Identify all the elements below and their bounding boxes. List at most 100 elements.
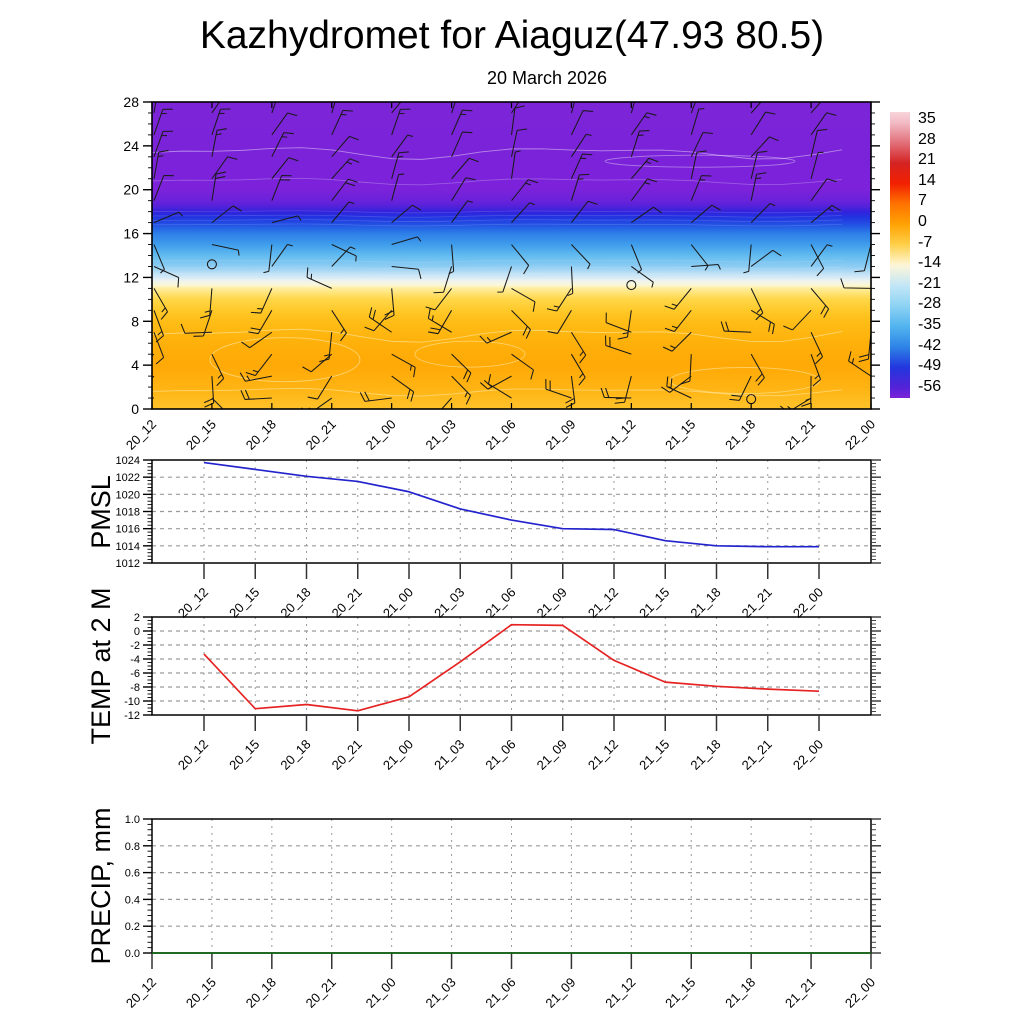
precip-time-label: 21_18 xyxy=(722,975,758,1011)
precip-ytick-label: 0.2 xyxy=(125,921,140,933)
precip-ytick-label: 0.0 xyxy=(125,948,140,960)
cross-section-time-label: 21_12 xyxy=(602,417,638,453)
pmsl-time-label: 20_21 xyxy=(329,585,365,621)
cross-section-field xyxy=(152,102,871,409)
temperature-colorbar xyxy=(890,112,910,398)
svg-text:0: 0 xyxy=(131,401,139,417)
temp2m-ytick-label: -4 xyxy=(130,654,140,666)
cross-section-time-label: 21_00 xyxy=(363,417,399,453)
temp2m-ytick-label: 0 xyxy=(134,626,140,638)
cross-section-panel: 0 4 8 12 16 20 24 28 20_12 20_15 20_18 20_21 21_00 21… xyxy=(123,94,880,453)
precip-axis-label: PRECIP, mm xyxy=(86,807,116,965)
colorbar-tick-label: 14 xyxy=(918,171,936,189)
temp2m-time-label: 21_00 xyxy=(380,737,416,773)
precip-time-label: 21_12 xyxy=(602,975,638,1011)
svg-text:16: 16 xyxy=(123,226,139,242)
page-subtitle: 20 March 2026 xyxy=(486,68,608,88)
wind-barbs xyxy=(152,102,871,409)
precip-time-label: 20_18 xyxy=(243,975,279,1011)
cross-section-time-label: 21_18 xyxy=(722,417,758,453)
colorbar-tick-label: -56 xyxy=(918,377,942,395)
precip-chart: 0.0 0.2 0.4 0.6 0.8 1.0 20_12 20_15 20_18 20_21 21… xyxy=(123,814,881,1011)
temp2m-time-label: 20_12 xyxy=(175,737,211,773)
pmsl-time-label: 21_06 xyxy=(482,585,518,621)
pmsl-time-label: 20_18 xyxy=(277,585,313,621)
pmsl-time-label: 21_15 xyxy=(636,585,672,621)
temp2m-line xyxy=(203,623,820,712)
temp2m-time-label: 22_00 xyxy=(790,737,826,773)
temp2m-time-label: 21_03 xyxy=(431,737,467,773)
calm-wind-marker xyxy=(206,259,217,270)
pmsl-line xyxy=(203,461,819,548)
pmsl-chart: 1012 1014 1016 1018 1020 1022 1024 20_12 20_15 20… xyxy=(116,455,881,621)
cross-section-time-label: 21_09 xyxy=(542,417,578,453)
cross-section-time-label: 20_12 xyxy=(123,417,159,453)
colorbar-tick-label: 28 xyxy=(918,130,936,148)
precip-time-label: 20_12 xyxy=(123,975,159,1011)
cross-section-time-label: 21_06 xyxy=(482,417,518,453)
colorbar-tick-label: -14 xyxy=(918,254,942,272)
pmsl-time-label: 20_15 xyxy=(226,585,262,621)
calm-wind-marker xyxy=(626,280,637,291)
temp2m-time-label: 21_15 xyxy=(636,737,672,773)
temp2m-time-label: 21_06 xyxy=(482,737,518,773)
svg-text:20: 20 xyxy=(123,182,139,198)
temp2m-ytick-label: -10 xyxy=(124,696,140,708)
precip-time-label: 21_06 xyxy=(482,975,518,1011)
pmsl-time-label: 21_03 xyxy=(431,585,467,621)
colorbar-tick-label: 0 xyxy=(918,213,927,230)
colorbar-tick-label: -35 xyxy=(918,316,942,333)
pmsl-time-label: 21_00 xyxy=(380,585,416,621)
pmsl-ytick-label: 1014 xyxy=(116,541,140,553)
colorbar-tick-label: -49 xyxy=(918,357,942,375)
svg-text:24: 24 xyxy=(123,138,139,154)
temp2m-time-label: 20_18 xyxy=(277,737,313,773)
precip-time-label: 22_00 xyxy=(842,975,878,1011)
svg-text:8: 8 xyxy=(131,313,139,329)
precip-time-label: 21_03 xyxy=(423,975,459,1011)
precip-ytick-label: 0.6 xyxy=(125,868,140,880)
colorbar-tick-label: 35 xyxy=(918,110,936,127)
temp2m-time-label: 20_21 xyxy=(329,737,365,773)
pmsl-ytick-label: 1022 xyxy=(116,472,140,484)
temp2m-ytick-label: -2 xyxy=(130,640,140,652)
svg-text:12: 12 xyxy=(123,269,139,285)
colorbar-tick-label: -42 xyxy=(918,336,942,354)
temp2m-ytick-label: -6 xyxy=(130,668,140,680)
pmsl-ytick-label: 1016 xyxy=(116,524,140,536)
precip-ytick-label: 1.0 xyxy=(125,814,140,826)
pmsl-time-label: 21_18 xyxy=(687,585,723,621)
colorbar-tick-label: 21 xyxy=(918,151,936,169)
precip-time-label: 20_21 xyxy=(303,975,339,1011)
temp2m-time-label: 21_12 xyxy=(585,737,621,773)
temp2m-time-label: 21_09 xyxy=(534,737,570,773)
precip-time-label: 21_09 xyxy=(542,975,578,1011)
colorbar-tick-label: -28 xyxy=(918,295,942,313)
cross-section-time-label: 21_15 xyxy=(662,417,698,453)
svg-text:28: 28 xyxy=(123,94,139,110)
colorbar-tick-label: -7 xyxy=(918,233,933,251)
pmsl-time-label: 21_12 xyxy=(585,585,621,621)
colorbar-tick-label: 7 xyxy=(918,192,927,210)
pmsl-time-label: 21_09 xyxy=(534,585,570,621)
temp2m-ytick-label: -8 xyxy=(130,682,140,694)
cross-section-time-label: 21_21 xyxy=(782,417,818,453)
pmsl-ytick-label: 1024 xyxy=(116,455,140,467)
precip-time-label: 21_00 xyxy=(363,975,399,1011)
pmsl-time-label: 21_21 xyxy=(739,585,775,621)
precip-ytick-label: 0.4 xyxy=(125,894,140,906)
pmsl-ytick-label: 1020 xyxy=(116,489,140,501)
svg-text:4: 4 xyxy=(131,357,139,373)
cross-section-time-label: 20_15 xyxy=(183,417,219,453)
temp2m-ytick-label: 2 xyxy=(134,612,140,624)
precip-time-label: 21_21 xyxy=(782,975,818,1011)
pmsl-time-label: 22_00 xyxy=(790,585,826,621)
pmsl-ytick-label: 1012 xyxy=(116,558,140,570)
cross-section-time-label: 20_18 xyxy=(243,417,279,453)
temp2m-chart: -12 -10 -8 -6 -4 -2 0 2 20_12 20_15 20_18 20_21 21_0… xyxy=(124,612,881,773)
precip-time-label: 21_15 xyxy=(662,975,698,1011)
temp2m-ytick-label: -12 xyxy=(124,710,140,722)
temp2m-time-label: 21_18 xyxy=(687,737,723,773)
page-title: Kazhydromet for Aiaguz(47.93 80.5) xyxy=(199,14,825,57)
